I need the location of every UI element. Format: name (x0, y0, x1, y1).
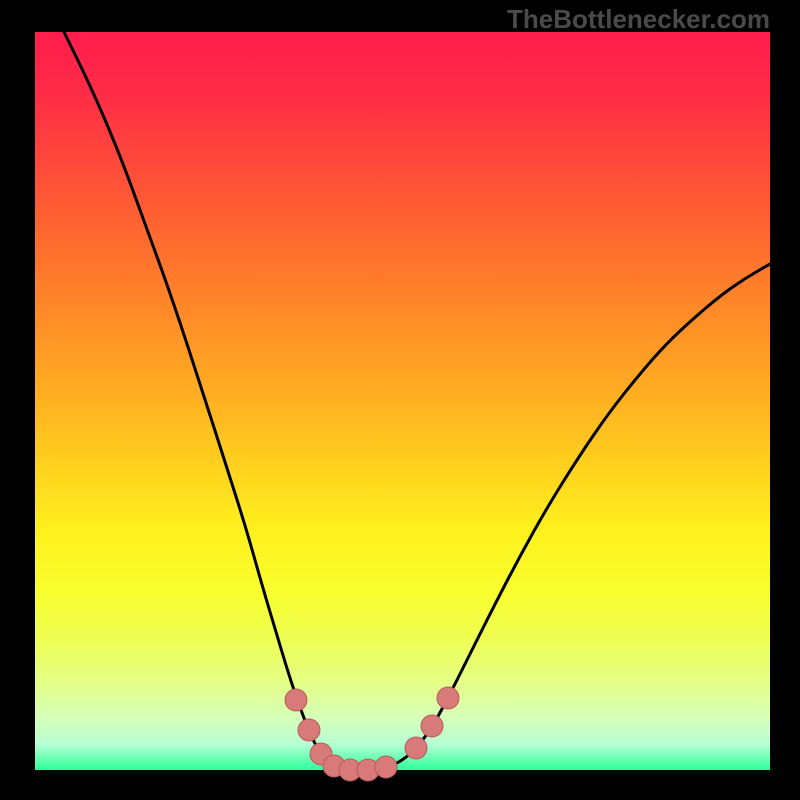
plot-area (35, 32, 770, 770)
chart-root: TheBottlenecker.com (0, 0, 800, 800)
watermark-text: TheBottlenecker.com (507, 4, 770, 35)
